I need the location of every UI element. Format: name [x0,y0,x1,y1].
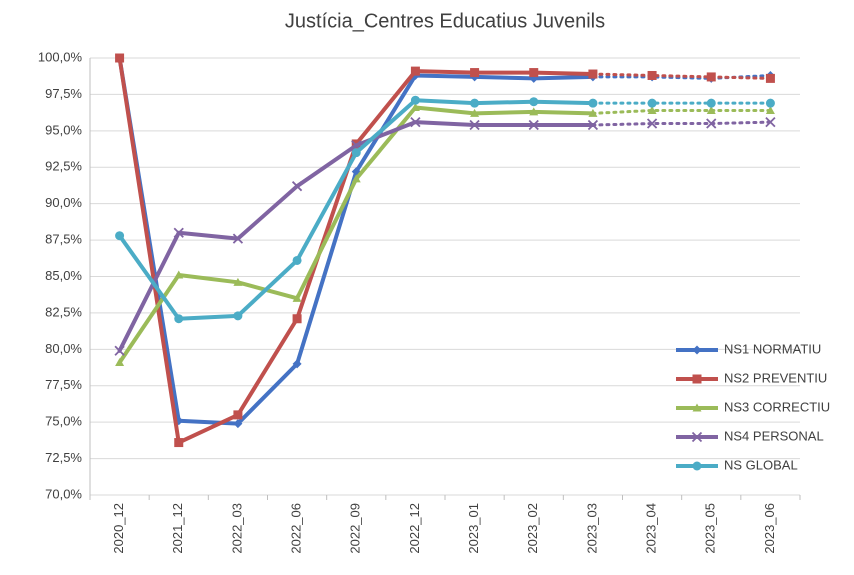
point [469,119,480,131]
point [115,53,125,63]
point [529,68,539,78]
x-tick-label: 2023_01 [466,503,481,554]
chart-title: Justícia_Centres Educatius Juvenils [285,10,605,32]
forecast-line [591,108,772,115]
point [588,108,598,117]
legend-marker [692,345,702,355]
point [470,98,480,108]
point [470,68,480,78]
x-tick-label: 2023_02 [525,503,540,554]
point [174,314,184,324]
x-tick-label: 2020_12 [111,503,126,554]
y-tick-label: 95,0% [45,122,82,137]
x-tick-label: 2022_06 [289,503,304,554]
point [647,105,657,114]
point [588,69,598,79]
point [410,103,420,112]
x-tick-label: 2023_03 [584,503,599,554]
x-tick-label: 2022_09 [348,503,363,554]
point [114,345,125,356]
point [646,118,658,129]
y-tick-label: 77,5% [45,377,82,392]
y-tick-label: 82,5% [45,304,82,319]
x-tick-label: 2022_03 [229,503,244,554]
x-tick-label: 2021_12 [170,503,185,554]
point [292,314,302,324]
point [115,231,125,241]
legend-label: NS GLOBAL [724,457,798,472]
x-tick-label: 2023_06 [762,503,777,554]
point [291,181,303,192]
x-tick-label: 2023_04 [644,503,659,554]
point [706,105,716,114]
point [647,98,657,108]
y-tick-label: 92,5% [45,159,82,174]
y-tick-label: 85,0% [45,268,82,283]
legend-marker [692,403,702,412]
point [115,357,125,366]
point [233,410,243,420]
point [706,118,717,129]
point [292,359,302,369]
point [351,148,361,158]
legend-marker [692,461,702,471]
point [351,174,361,183]
y-tick-label: 72,5% [45,450,82,465]
point [233,419,243,429]
point [765,98,775,108]
x-tick-label: 2022_12 [407,503,422,554]
legend-label: NS2 PREVENTIU [724,370,827,385]
point [410,66,420,76]
point [588,98,598,108]
point [233,277,243,286]
point [232,233,244,244]
point [706,72,716,82]
point [174,438,184,448]
point [410,95,420,105]
point [706,98,716,108]
forecast-line [591,72,772,80]
point [765,73,775,83]
point [470,108,480,117]
y-tick-label: 90,0% [45,195,82,210]
point [174,270,184,279]
point [647,70,657,80]
point [528,119,539,131]
point [410,116,421,128]
legend-label: NS1 NORMATIU [724,341,821,356]
point [292,293,302,302]
y-tick-label: 80,0% [45,341,82,356]
forecast-line [591,73,772,80]
point [292,255,302,265]
point [173,227,184,238]
point [587,119,599,131]
legend-marker [692,374,702,384]
point [233,311,243,321]
y-tick-label: 87,5% [45,232,82,247]
legend-label: NS4 PERSONAL [724,428,824,443]
forecast-line [591,120,772,127]
series-line [117,56,595,445]
y-tick-label: 97,5% [45,86,82,101]
y-tick-label: 70,0% [45,486,82,501]
point [529,107,539,116]
point [765,116,776,128]
series-line [117,98,595,321]
y-tick-label: 75,0% [45,414,82,429]
y-tick-label: 100,0% [38,49,83,64]
legend-label: NS3 CORRECTIU [724,399,830,414]
point [529,97,539,107]
x-tick-label: 2023_05 [703,503,718,554]
point [765,105,775,114]
legend-marker [691,431,703,443]
